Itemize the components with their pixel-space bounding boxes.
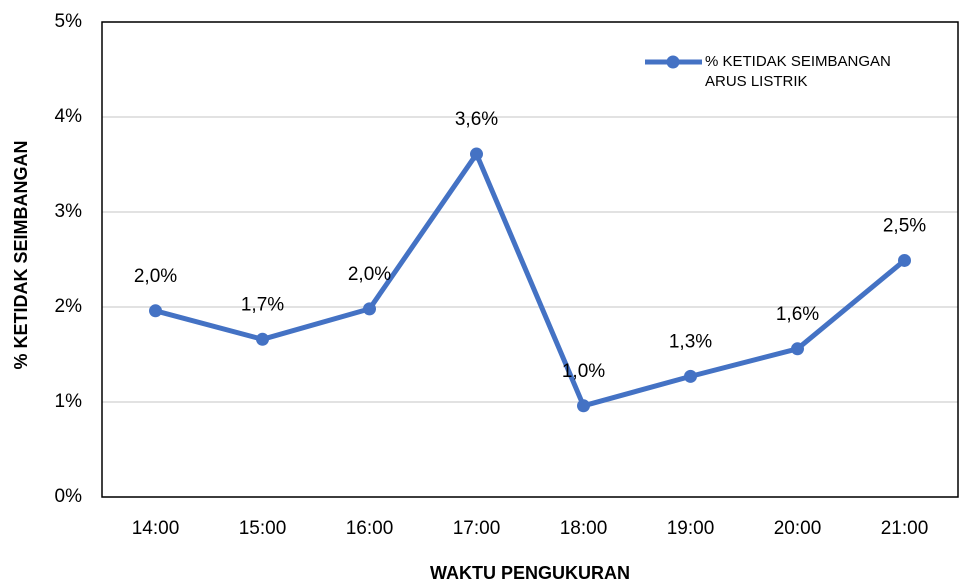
- data-label: 1,7%: [241, 294, 284, 315]
- data-point: [256, 332, 269, 346]
- data-point: [149, 304, 162, 318]
- data-point: [577, 399, 590, 413]
- series-line: [154, 151, 907, 409]
- data-label: 2,0%: [348, 264, 391, 285]
- y-axis-title: % KETIDAK SEIMBANGAN: [11, 140, 31, 369]
- data-label: 2,5%: [883, 215, 926, 236]
- y-tick-label: 4%: [55, 106, 83, 127]
- y-tick-label: 2%: [55, 296, 83, 317]
- data-label: 1,0%: [562, 361, 605, 382]
- y-tick-label: 1%: [55, 391, 83, 412]
- x-tick-label: 15:00: [239, 518, 287, 539]
- plot-border: [101, 21, 959, 498]
- y-tick-label: 3%: [55, 201, 83, 222]
- y-tick-label: 0%: [55, 486, 83, 507]
- data-label: 1,3%: [669, 331, 712, 352]
- data-point: [684, 369, 697, 383]
- x-tick-label: 18:00: [560, 518, 608, 539]
- data-label: 1,6%: [776, 304, 819, 325]
- x-tick-label: 20:00: [774, 518, 822, 539]
- data-point: [898, 253, 911, 267]
- data-point: [470, 147, 483, 161]
- x-tick-label: 21:00: [881, 518, 929, 539]
- x-axis-title: WAKTU PENGUKURAN: [430, 563, 630, 583]
- x-tick-label: 19:00: [667, 518, 715, 539]
- data-point: [363, 302, 376, 316]
- x-tick-label: 16:00: [346, 518, 394, 539]
- legend-label: % KETIDAK SEIMBANGAN ARUS LISTRIK: [705, 53, 891, 90]
- y-tick-label: 5%: [55, 11, 83, 32]
- data-label: 2,0%: [134, 266, 177, 287]
- data-point: [791, 342, 804, 356]
- x-tick-label: 17:00: [453, 518, 501, 539]
- x-tick-label: 14:00: [132, 518, 180, 539]
- legend-marker: [666, 55, 680, 69]
- data-label: 3,6%: [455, 109, 498, 130]
